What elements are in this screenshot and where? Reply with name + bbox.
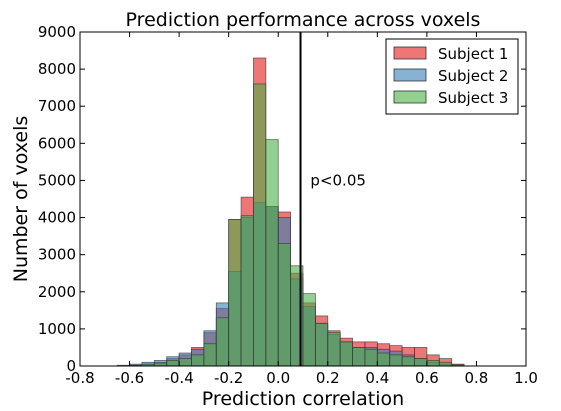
y-tick-label: 5000 [38, 171, 76, 189]
series-3-bars [129, 83, 465, 367]
legend-label: Subject 2 [438, 67, 508, 85]
x-tick-label: -0.4 [164, 369, 193, 387]
y-tick-label: 1000 [38, 320, 76, 338]
histogram-bar [215, 317, 230, 367]
y-tick-label: 3000 [38, 246, 76, 264]
histogram-bar [178, 358, 192, 367]
y-tick-label: 2000 [38, 283, 76, 301]
y-tick-label: 6000 [38, 134, 76, 152]
x-tick-label: 0.6 [415, 369, 439, 387]
annotation-layer: p<0.05 [310, 171, 366, 189]
chart-title: Prediction performance across voxels [126, 9, 481, 31]
histogram-bar [352, 347, 366, 367]
histogram-bar [401, 356, 415, 367]
histogram-bar [277, 243, 292, 367]
legend-swatch [393, 68, 427, 82]
histogram-bar [438, 361, 453, 367]
histogram-bar [376, 352, 391, 367]
x-tick-label: 0.0 [266, 369, 290, 387]
y-tick-label: 9000 [38, 23, 76, 41]
histogram-bar [414, 358, 428, 367]
x-axis-label: Prediction correlation [202, 388, 404, 410]
x-tick-label: 1.0 [514, 369, 538, 387]
histogram-bars [116, 57, 465, 367]
histogram-bar [191, 354, 205, 367]
histogram-bar [253, 83, 267, 367]
x-tick-label: -0.8 [65, 369, 94, 387]
histogram-bar [364, 348, 378, 367]
histogram-bar [265, 139, 279, 367]
y-tick-label: 4000 [38, 209, 76, 227]
x-tick-label: -0.6 [115, 369, 144, 387]
histogram-bar [327, 332, 341, 367]
axis-ticks: -0.8 -0.6 -0.4 -0.2 0.0 0.2 0.4 0.6 0.8 1.0 0 1000 2… [38, 23, 538, 387]
histogram-bar [426, 360, 440, 367]
x-tick-label: 0.4 [365, 369, 389, 387]
legend-label: Subject 1 [438, 45, 508, 63]
histogram-bar [314, 322, 329, 367]
histogram-bar [389, 354, 403, 367]
histogram-bar [240, 215, 254, 367]
y-tick-label: 8000 [38, 60, 76, 78]
y-tick-label: 0 [66, 357, 76, 375]
histogram-bar [166, 360, 180, 367]
histogram-bar [203, 343, 217, 367]
legend-label: Subject 3 [438, 89, 508, 107]
x-tick-label: 0.8 [465, 369, 489, 387]
y-axis-label: Number of voxels [10, 116, 32, 283]
x-tick-label: 0.2 [316, 369, 340, 387]
legend-swatch [393, 46, 427, 60]
histogram-bar [339, 341, 353, 367]
legend: Subject 1 Subject 2 Subject 3 [385, 38, 519, 115]
plot-frame [79, 31, 527, 367]
annotation-text: p<0.05 [310, 171, 366, 189]
histogram-bar [302, 293, 316, 367]
histogram-bar [228, 219, 242, 367]
y-tick-label: 7000 [38, 97, 76, 115]
x-tick-label: -0.2 [214, 369, 243, 387]
legend-swatch [393, 90, 427, 104]
